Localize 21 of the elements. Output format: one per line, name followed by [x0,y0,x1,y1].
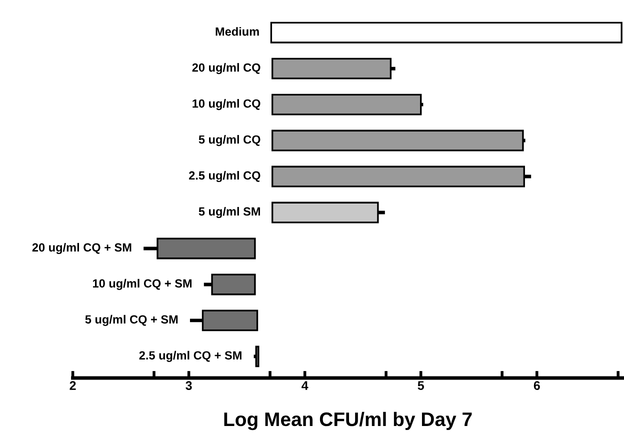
y-tick-label: 5 ug/ml SM [198,206,260,218]
x-axis-title: Log Mean CFU/ml by Day 7 [224,412,472,430]
bar [272,130,524,152]
x-tick-label: 5 [418,381,424,390]
y-tick-label: 10 ug/ml CQ + SM [93,278,192,290]
y-tick-label: 20 ug/ml CQ + SM [32,242,132,254]
y-tick-label: Medium [216,27,259,36]
bar [272,58,392,80]
y-tick-label: 5 ug/ml CQ [198,135,260,146]
x-tick-label: 3 [186,381,192,390]
bar [270,22,622,44]
x-tick-label: 2 [70,381,76,390]
bar [272,94,422,116]
bar [255,346,260,368]
y-tick-label: 2.5 ug/ml CQ + SM [139,350,242,362]
y-tick-label: 2.5 ug/ml CQ [189,170,260,182]
x-tick-label: 4 [302,381,308,390]
y-tick-label: 10 ug/ml CQ [192,99,260,110]
x-tick-label: 6 [534,381,540,390]
y-tick-label: 20 ug/ml CQ [192,63,260,74]
y-tick-label: 5 ug/ml CQ + SM [85,314,178,326]
